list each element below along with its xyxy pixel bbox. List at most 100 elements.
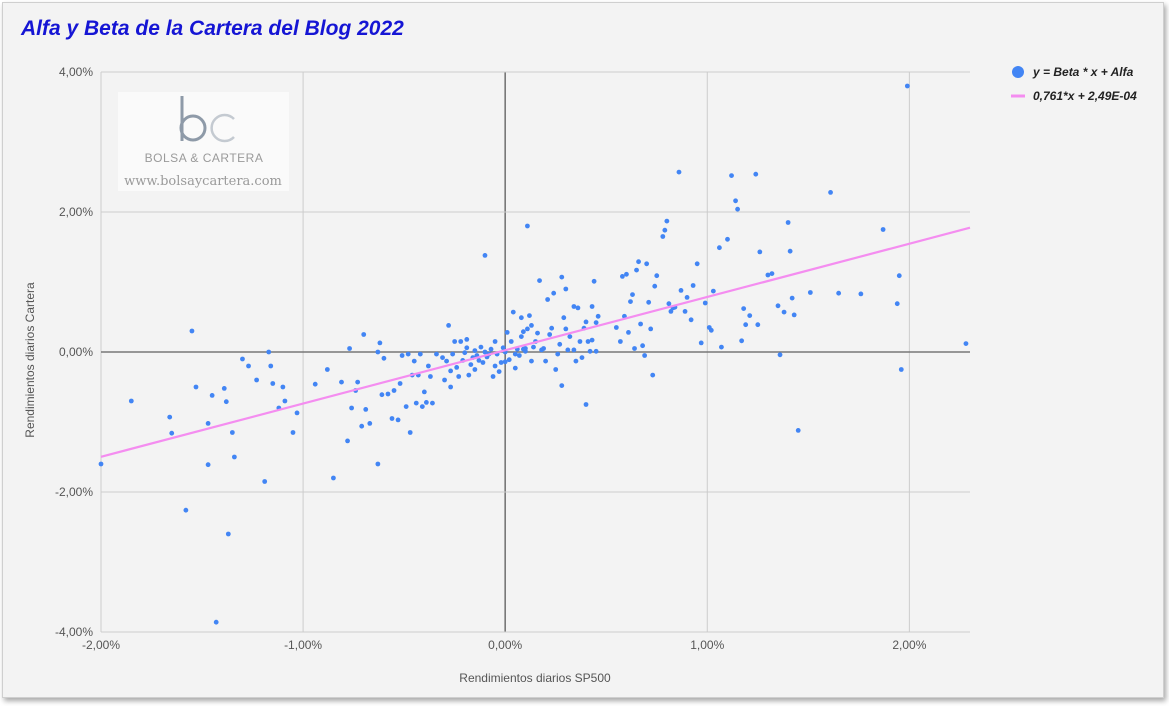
data-point (904, 83, 910, 89)
x-axis-title: Rendimientos diarios SP500 (459, 671, 611, 685)
data-point (417, 351, 423, 357)
watermark-name: BOLSA & CARTERA (145, 151, 264, 165)
data-point (375, 461, 381, 467)
data-point (502, 359, 508, 365)
data-point (361, 332, 367, 337)
data-point (472, 348, 478, 353)
data-point (209, 393, 215, 398)
data-point (717, 245, 722, 251)
data-point (571, 304, 577, 309)
data-point (575, 305, 581, 311)
data-point (591, 278, 597, 284)
data-point (339, 379, 344, 385)
data-point (785, 220, 791, 225)
data-point (419, 404, 425, 409)
y-tick-label: -2,00% (55, 485, 93, 499)
data-point (702, 300, 708, 306)
data-point (688, 317, 694, 323)
data-point (583, 402, 589, 407)
data-point (522, 346, 528, 351)
data-point (498, 360, 504, 365)
data-point (662, 227, 668, 233)
data-point (781, 309, 787, 315)
data-point (535, 330, 540, 336)
data-point (324, 367, 330, 372)
data-point (898, 367, 904, 372)
data-point (769, 271, 775, 276)
data-point (529, 323, 534, 328)
data-point (547, 332, 553, 337)
data-point (476, 358, 482, 363)
data-point (660, 234, 666, 239)
data-point (496, 369, 502, 374)
legend-marker-points (1012, 66, 1024, 78)
legend: y = Beta * x + Alfa 0,761*x + 2,49E-04 (1011, 65, 1137, 103)
data-point (223, 399, 229, 405)
data-point (512, 365, 518, 371)
data-point (777, 352, 783, 358)
data-point (466, 372, 472, 378)
data-point (587, 348, 593, 354)
data-point (397, 381, 403, 386)
data-point (710, 288, 716, 294)
data-point (403, 404, 409, 409)
data-point (543, 358, 549, 364)
data-point (617, 339, 623, 344)
data-point (448, 368, 454, 374)
data-point (755, 322, 761, 328)
data-point (836, 290, 842, 296)
data-point (545, 297, 551, 302)
data-point (593, 320, 599, 325)
data-point (423, 400, 429, 405)
data-point (579, 355, 585, 360)
data-point (896, 273, 902, 279)
data-point (482, 349, 488, 355)
data-point (664, 218, 670, 224)
data-point (636, 259, 641, 265)
data-point (650, 372, 656, 378)
data-point (708, 327, 714, 333)
data-point (413, 400, 419, 406)
data-point (450, 351, 456, 357)
watermark-background (118, 92, 289, 191)
data-point (452, 339, 458, 344)
data-point (205, 462, 211, 468)
data-point (399, 353, 405, 358)
data-point (520, 329, 526, 335)
data-point (894, 301, 900, 307)
data-point (193, 384, 199, 390)
data-point (563, 326, 569, 332)
data-point (668, 309, 674, 314)
data-point (421, 389, 427, 395)
data-point (963, 341, 969, 346)
data-point (620, 274, 625, 279)
data-point (613, 325, 619, 330)
data-point (644, 261, 650, 267)
data-point (743, 322, 749, 328)
data-point (828, 190, 833, 195)
data-point (537, 278, 542, 283)
data-point (512, 351, 518, 357)
data-point (434, 351, 439, 357)
data-point (407, 430, 413, 435)
data-point (559, 383, 565, 388)
data-point (500, 345, 506, 351)
data-point (527, 313, 532, 318)
legend-label-points: y = Beta * x + Alfa (1032, 65, 1134, 79)
watermark-b-bowl (179, 114, 207, 142)
data-point (747, 313, 753, 318)
data-point (472, 367, 478, 372)
data-point (682, 309, 688, 314)
data-point (628, 299, 633, 304)
data-point (741, 306, 747, 311)
data-point (593, 348, 599, 354)
data-point (634, 267, 639, 273)
data-point (213, 619, 219, 625)
data-point (189, 328, 195, 334)
data-point (448, 384, 454, 390)
data-point (589, 304, 595, 309)
data-point (240, 356, 245, 362)
data-point (632, 346, 637, 351)
data-point (290, 430, 296, 435)
data-point (549, 325, 555, 331)
